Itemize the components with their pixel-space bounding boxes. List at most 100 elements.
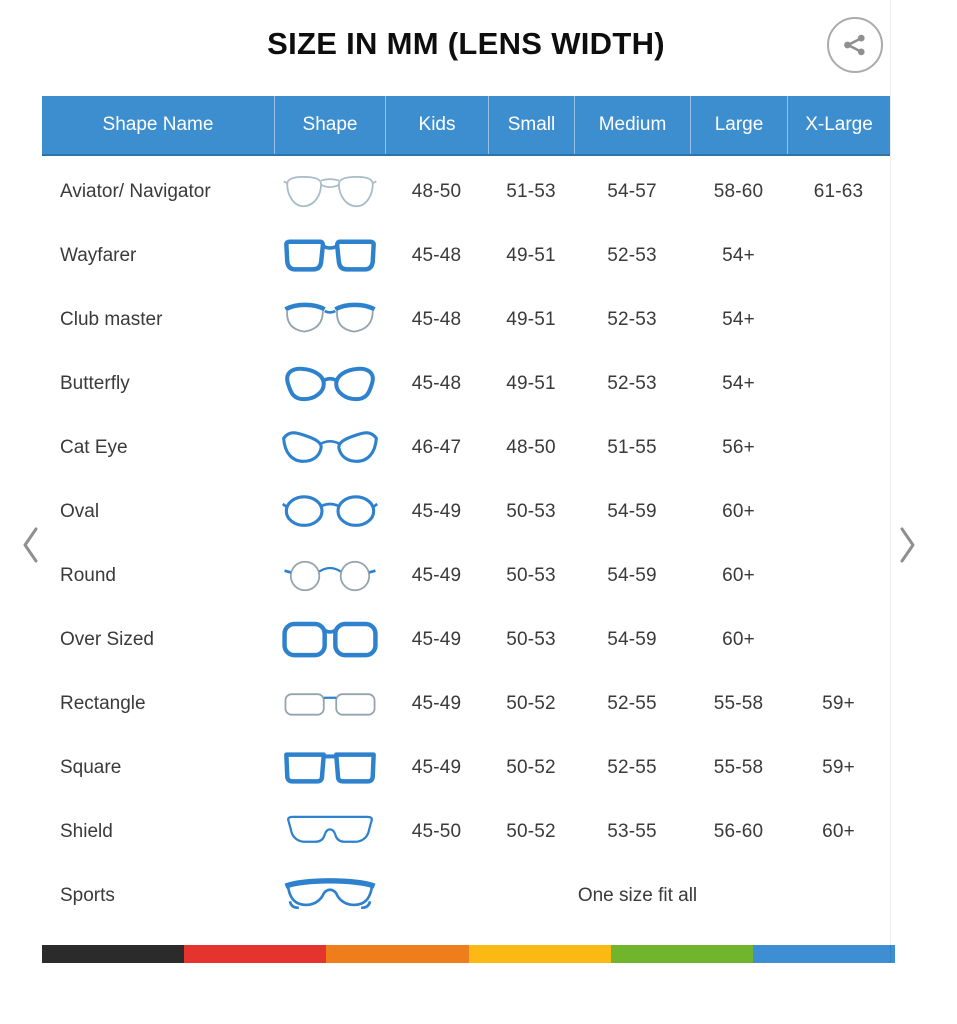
size-value-cell: 59+ <box>822 757 855 778</box>
rainbow-bar-segment <box>42 945 185 963</box>
rainbow-bar-segment <box>184 945 327 963</box>
size-value-cell: 51-53 <box>506 181 556 202</box>
table-row: Rectangle 45-49 50-52 52-55 55-58 59+ <box>42 672 890 736</box>
size-value-cell: 45-49 <box>411 693 462 714</box>
size-value-cell: 54-59 <box>607 501 657 522</box>
carousel-next-button[interactable] <box>894 522 922 568</box>
size-value-cell: 52-53 <box>607 373 657 394</box>
size-value-cell: 54+ <box>722 373 755 394</box>
size-value-cell: 55-58 <box>713 693 764 714</box>
column-header-x-large: X-Large <box>787 96 890 154</box>
wayfarer-glasses-icon <box>274 233 385 279</box>
size-value-cell: 56+ <box>722 437 755 458</box>
size-value-cell: 52-53 <box>607 245 657 266</box>
shield-glasses-icon <box>274 809 385 855</box>
column-header-medium: Medium <box>574 96 690 154</box>
size-value-cell: 54+ <box>722 309 755 330</box>
size-value-cell: 50-53 <box>506 501 556 522</box>
size-value-cell: 54+ <box>722 245 755 266</box>
size-value-cell: 49-51 <box>506 373 556 394</box>
rainbow-bar-segment <box>326 945 469 963</box>
oval-glasses-icon <box>274 489 385 535</box>
size-value-cell: 49-51 <box>506 309 556 330</box>
column-header-shape-name: Shape Name <box>102 114 214 135</box>
column-header-large: Large <box>690 96 787 154</box>
size-value-cell: 53-55 <box>607 821 657 842</box>
size-value-cell: 45-48 <box>411 245 462 266</box>
rainbow-footer-bar <box>42 945 896 963</box>
table-row: Sports One size fit all <box>42 864 890 928</box>
shape-name-cell: Sports <box>60 885 115 906</box>
size-value-cell: 50-53 <box>506 629 556 650</box>
share-button[interactable] <box>827 17 883 73</box>
size-value-cell: 60+ <box>822 821 855 842</box>
table-header-row: Shape Name Shape Kids Small Medium Large X-Lar… <box>42 96 890 156</box>
cateye-glasses-icon <box>274 425 385 471</box>
shape-name-cell: Wayfarer <box>60 245 137 266</box>
clubmaster-glasses-icon <box>274 297 385 343</box>
size-value-cell: 48-50 <box>411 181 462 202</box>
table-row: Club master 45-48 49-51 52-53 54+ <box>42 288 890 352</box>
chevron-left-icon <box>18 524 42 566</box>
size-value-cell: 45-49 <box>411 565 462 586</box>
size-value-cell: 50-53 <box>506 565 556 586</box>
size-value-cell: 59+ <box>822 693 855 714</box>
size-value-cell: 45-50 <box>411 821 462 842</box>
table-row: Over Sized 45-49 50-53 54-59 60+ <box>42 608 890 672</box>
rainbow-bar-segment <box>610 945 753 963</box>
butterfly-glasses-icon <box>274 361 385 407</box>
size-value-cell: 52-55 <box>607 693 657 714</box>
size-value-cell: 51-55 <box>607 437 657 458</box>
table-row: Shield 45-50 50-52 53-55 56-60 60+ <box>42 800 890 864</box>
column-header-kids: Kids <box>385 96 488 154</box>
title-row: SIZE IN MM (LENS WIDTH) <box>0 0 890 96</box>
size-value-cell: 49-51 <box>506 245 556 266</box>
table-body: Aviator/ Navigator 48-50 51-53 54-57 58-60 61… <box>42 160 890 928</box>
size-value-cell: 50-52 <box>506 757 556 778</box>
size-value-cell: 54-59 <box>607 565 657 586</box>
table-row: Round 45-49 50-53 54-59 60+ <box>42 544 890 608</box>
size-value-cell: 45-48 <box>411 309 462 330</box>
size-value-cell: 45-49 <box>411 629 462 650</box>
rainbow-bar-segment <box>468 945 611 963</box>
size-value-cell: 52-55 <box>607 757 657 778</box>
column-header-shape: Shape <box>274 96 385 154</box>
shape-name-cell: Over Sized <box>60 629 154 650</box>
column-header-small: Small <box>488 96 574 154</box>
page-title: SIZE IN MM (LENS WIDTH) <box>267 26 665 61</box>
page-right-edge-divider <box>890 0 891 963</box>
size-value-cell: 55-58 <box>713 757 764 778</box>
shape-name-cell: Butterfly <box>60 373 130 394</box>
size-value-cell: 61-63 <box>813 181 864 202</box>
table-row: Wayfarer 45-48 49-51 52-53 54+ <box>42 224 890 288</box>
chevron-right-icon <box>896 524 920 566</box>
size-value-cell: 48-50 <box>506 437 556 458</box>
carousel-prev-button[interactable] <box>16 522 44 568</box>
rectangle-glasses-icon <box>274 681 385 727</box>
size-value-cell: 54-59 <box>607 629 657 650</box>
table-row: Oval 45-49 50-53 54-59 60+ <box>42 480 890 544</box>
size-value-cell: 60+ <box>722 501 755 522</box>
table-row: Square 45-49 50-52 52-55 55-58 59+ <box>42 736 890 800</box>
size-value-cell: 56-60 <box>713 821 764 842</box>
one-size-cell: One size fit all <box>577 885 698 906</box>
size-value-cell: 54-57 <box>607 181 657 202</box>
shape-name-cell: Square <box>60 757 122 778</box>
share-icon <box>840 30 870 60</box>
round-glasses-icon <box>274 553 385 599</box>
shape-name-cell: Aviator/ Navigator <box>60 181 211 202</box>
size-value-cell: 60+ <box>722 565 755 586</box>
shape-name-cell: Round <box>60 565 116 586</box>
shape-name-cell: Rectangle <box>60 693 146 714</box>
sports-glasses-icon <box>274 873 385 919</box>
aviator-glasses-icon <box>274 169 385 215</box>
size-value-cell: 50-52 <box>506 693 556 714</box>
oversized-glasses-icon <box>274 617 385 663</box>
rainbow-bar-segment <box>752 945 896 963</box>
size-value-cell: 45-49 <box>411 757 462 778</box>
shape-name-cell: Oval <box>60 501 100 522</box>
table-row: Cat Eye 46-47 48-50 51-55 56+ <box>42 416 890 480</box>
size-value-cell: 46-47 <box>411 437 462 458</box>
square-glasses-icon <box>274 745 385 791</box>
